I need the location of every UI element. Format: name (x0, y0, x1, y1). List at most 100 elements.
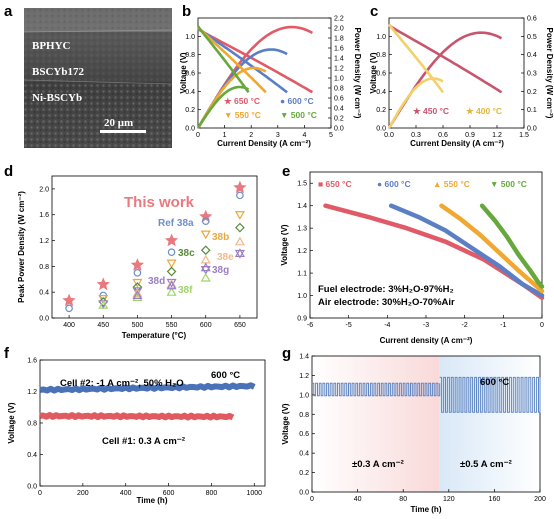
y2-tick-label: 0.4 (527, 52, 537, 59)
voltage-curve-600 (197, 27, 288, 94)
chart-d-38c-label: 38c (178, 248, 195, 259)
chart-c-polarization: 0.0 0.3 0.6 0.9 1.2 1.50.00.20.40.60.81.00.00… (369, 16, 554, 149)
legend-b-600: ● 600 °C (280, 96, 314, 106)
chart-c-legend: ★ 450 °C ★ 400 °C (413, 106, 502, 116)
x-tick-label: 600 (200, 322, 212, 329)
scatter-point-38g (166, 280, 177, 290)
panel-label-d: d (4, 163, 13, 180)
y2-tick-label: 1.4 (334, 56, 344, 63)
y-tick-label: 0.4 (376, 89, 386, 96)
x-tick-label: 80 (399, 496, 407, 503)
chart-g-left-label: ±0.3 A cm⁻² (352, 459, 404, 470)
y-tick-label: 0.9 (297, 316, 307, 323)
x-tick-label: 0 (38, 490, 42, 497)
chart-b-legend: ★ 650 °C ● 600 °C ▼ 550 °C ▼ 500 °C (224, 96, 317, 120)
x-tick-label: -1 (500, 322, 506, 329)
scatter-point-38b (166, 259, 177, 269)
chart-f-xlabel: Time (h) (137, 496, 168, 505)
x-tick-label: 2 (249, 132, 253, 139)
legend-c-450: ★ 450 °C (413, 106, 449, 116)
x-tick-label: 0.3 (411, 132, 421, 139)
scatter-point-this-work (130, 258, 145, 271)
electrolysis-curve-500 (479, 203, 545, 289)
x-tick-label: 800 (206, 490, 218, 497)
chart-g-xlabel: Time (h) (411, 505, 442, 514)
chart-d-frame (51, 175, 258, 319)
scatter-point-38g (200, 262, 211, 272)
panel-label-f: f (4, 345, 10, 362)
chart-b-xlabel: Current Density (A cm⁻²) (217, 139, 311, 148)
y2-tick-label: 0.0 (334, 126, 344, 133)
chart-d-ref38a-label: Ref 38a (158, 218, 194, 229)
scatter-point-38g (132, 290, 143, 300)
x-tick-label: 450 (97, 322, 109, 329)
sem-scale-label: 20 μm (104, 117, 133, 129)
scatter-point-this-work (233, 180, 247, 194)
y2-tick-label: 0.3 (527, 71, 537, 78)
panel-label-c: c (370, 3, 378, 20)
x-tick-label: 5 (329, 132, 333, 139)
electrolysis-curve-550 (439, 203, 545, 294)
scatter-point-this-work (96, 277, 110, 291)
x-tick-label: 40 (354, 496, 362, 503)
y-tick-label: 1.0 (299, 392, 309, 399)
y2-tick-label: 2.0 (334, 26, 344, 33)
x-tick-label: 3 (276, 132, 280, 139)
y2-tick-label: 0.2 (334, 116, 344, 123)
chart-b-ylabel: Voltage (V) (179, 52, 188, 94)
sem-layer-ni-bscyb: Ni-BSCYb (32, 92, 82, 104)
scatter-point-38f (132, 292, 143, 301)
x-tick-label: -6 (307, 322, 313, 329)
panel-label-e: e (282, 163, 290, 180)
x-tick-label: -3 (423, 322, 429, 329)
y2-tick-label: 0.2 (527, 89, 537, 96)
x-tick-label: 160 (489, 496, 501, 503)
y-tick-label: 0.4 (27, 452, 37, 459)
scatter-point-ref-38a (133, 269, 142, 277)
y-tick-label: 0.2 (185, 107, 195, 114)
x-tick-label: 600 (163, 490, 175, 497)
chart-d-38d-label: 38d (148, 276, 165, 287)
y2-tick-label: 0.6 (334, 96, 344, 103)
legend-b-650: ★ 650 °C (224, 96, 260, 106)
y-tick-label: 0.2 (376, 107, 386, 114)
y-tick-label: 0.2 (299, 470, 309, 477)
y-tick-label: 1.3 (297, 226, 307, 233)
y-tick-label: 0.8 (299, 412, 309, 419)
x-tick-label: 550 (166, 322, 178, 329)
chart-e-fuel-electrode: Fuel electrode: 3%H₂O-97%H₂ (318, 284, 454, 295)
y-tick-label: 0.8 (27, 421, 37, 428)
legend-b-500: ▼ 500 °C (280, 110, 317, 120)
chart-f-cell2-label: Cell #2: -1 A cm⁻², 50% H₂O (60, 378, 184, 389)
legend-e-500: ▼ 500 °C (490, 179, 527, 189)
y-tick-label: 1.4 (299, 354, 309, 361)
x-tick-label: -5 (346, 322, 352, 329)
y-tick-label: 0.0 (27, 484, 37, 491)
voltage-curve-650 (197, 27, 314, 94)
scatter-point-38f (98, 299, 109, 309)
sem-layer-bscyb172: BSCYb172 (32, 66, 84, 78)
x-tick-label: 0 (540, 322, 544, 329)
scatter-point-this-work (164, 233, 179, 247)
legend-e-650: ■ 650 °C (318, 179, 352, 189)
x-tick-label: 1 (223, 132, 227, 139)
x-tick-label: 0.9 (465, 132, 475, 139)
y-tick-label: 0.0 (299, 490, 309, 497)
stability-curve-cell1 (39, 412, 235, 421)
chart-e-ylabel: Voltage (V) (280, 224, 289, 266)
y2-tick-label: 0.6 (527, 16, 537, 23)
y-tick-label: 0.6 (185, 71, 195, 78)
power-curve-500 (196, 85, 250, 129)
chart-e-electrolysis: -6 -5 -4 -3 -2 -1 0 0.9 1.0 1.1 1.2 1.3 1.4 1.5 ■ 650… (280, 171, 545, 345)
chart-d-38g-label: 38g (212, 265, 229, 276)
power-curve-400 (387, 77, 444, 129)
chart-d-ylabel: Peak Power Density (W cm⁻²) (17, 191, 26, 303)
legend-e-550: ▲ 550 °C (433, 179, 470, 189)
scatter-point-ref-38a (236, 191, 244, 200)
scatter-point-38b (234, 211, 245, 220)
y-tick-label: 1.0 (297, 293, 307, 300)
chart-f-ylabel: Voltage (V) (7, 402, 16, 444)
y-tick-label: 0.6 (376, 71, 386, 78)
